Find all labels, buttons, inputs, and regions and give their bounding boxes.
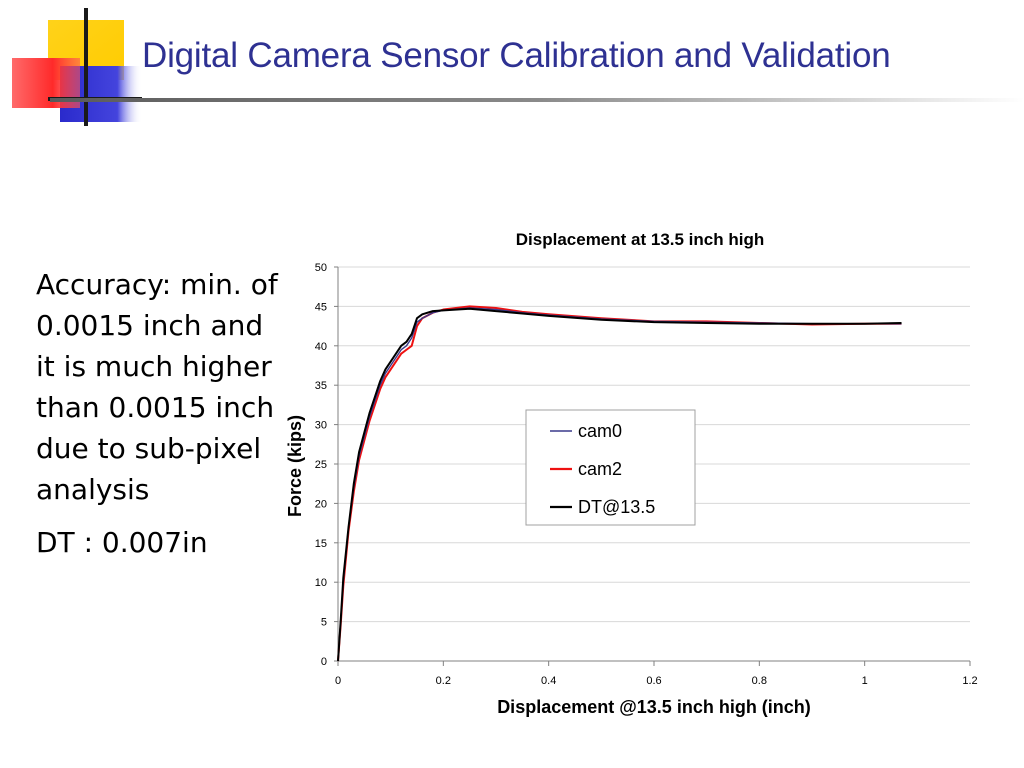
logo-vertical-line: [84, 8, 88, 126]
bullet-accuracy: Accuracy: min. of 0.0015 inch and it is …: [36, 268, 278, 506]
y-tick-label: 50: [315, 262, 327, 274]
chart-svg: Displacement at 13.5 inch high 051015202…: [285, 230, 978, 717]
y-tick-label: 40: [315, 341, 327, 353]
title-divider: [50, 98, 1024, 102]
slide-title: Digital Camera Sensor Calibration and Va…: [142, 36, 891, 75]
x-tick-label: 0.6: [646, 675, 661, 687]
y-tick-label: 25: [315, 459, 327, 471]
chart-axes: [334, 266, 971, 666]
slide-logo: [0, 0, 150, 130]
x-tick-label: 1.2: [962, 675, 977, 687]
x-tick-labels: 0 0.2 0.4 0.6 0.8 1 1.2: [335, 675, 978, 687]
y-tick-label: 15: [315, 538, 327, 550]
y-axis-label: Force (kips): [285, 415, 305, 517]
slide-body: Accuracy: min. of 0.0015 inch and it is …: [36, 264, 286, 575]
legend-label: cam0: [578, 421, 622, 441]
y-tick-label: 5: [321, 617, 327, 629]
y-tick-label: 0: [321, 656, 327, 668]
x-tick-label: 0: [335, 675, 341, 687]
legend-label: cam2: [578, 459, 622, 479]
y-tick-label: 45: [315, 301, 327, 313]
x-axis-label: Displacement @13.5 inch high (inch): [497, 697, 811, 717]
x-tick-label: 0.2: [436, 675, 451, 687]
x-tick-label: 0.8: [752, 675, 767, 687]
y-tick-label: 10: [315, 577, 327, 589]
chart-series: [337, 305, 902, 662]
legend-label: DT@13.5: [578, 497, 655, 517]
series-line-dt-13-5: [337, 307, 902, 662]
x-tick-label: 1: [862, 675, 868, 687]
chart-title: Displacement at 13.5 inch high: [516, 230, 764, 249]
legend-box: [525, 409, 696, 526]
x-tick-label: 0.4: [541, 675, 556, 687]
y-tick-label: 30: [315, 420, 327, 432]
bullet-dt: DT : 0.007in: [36, 526, 208, 559]
y-tick-labels: 0 5 10 15 20 25 30 35 40 45 50: [315, 262, 327, 668]
chart-legend: cam0 cam2 DT@13.5: [525, 409, 696, 526]
force-displacement-chart: Displacement at 13.5 inch high 0 5 10 15 20 2…: [278, 216, 998, 726]
y-tick-label: 20: [315, 498, 327, 510]
y-tick-label: 35: [315, 380, 327, 392]
